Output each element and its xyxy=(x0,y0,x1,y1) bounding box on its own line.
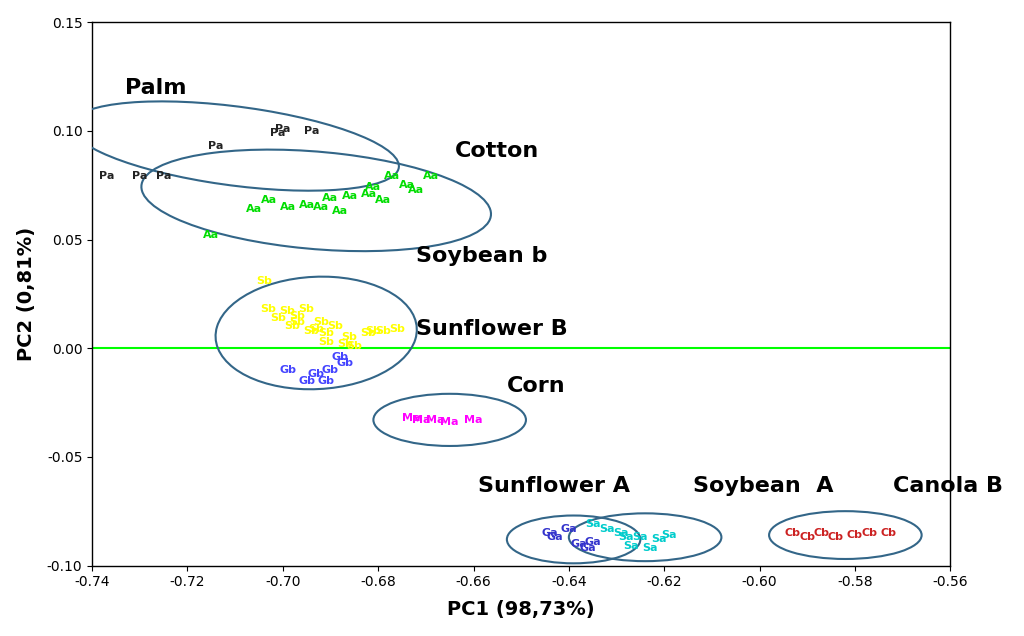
Text: Ga: Ga xyxy=(546,532,563,543)
Text: Aa: Aa xyxy=(375,195,391,205)
Text: Sb: Sb xyxy=(280,306,296,316)
Text: Aa: Aa xyxy=(203,230,219,240)
Text: Ma: Ma xyxy=(426,415,444,425)
Text: Gb: Gb xyxy=(322,365,339,375)
Text: Sa: Sa xyxy=(599,523,614,534)
Text: Ga: Ga xyxy=(585,537,601,546)
Text: Cb: Cb xyxy=(827,532,844,543)
Text: Sb: Sb xyxy=(289,317,305,327)
Text: Sb: Sb xyxy=(270,313,286,322)
Text: Palm: Palm xyxy=(126,78,187,98)
Text: Sa: Sa xyxy=(633,532,648,543)
Text: Ga: Ga xyxy=(570,539,587,549)
Text: Gb: Gb xyxy=(298,376,315,386)
Text: Aa: Aa xyxy=(384,172,400,181)
Text: Aa: Aa xyxy=(280,202,296,212)
Text: Sa: Sa xyxy=(642,543,657,553)
Text: Sb: Sb xyxy=(303,326,319,336)
Text: Ma: Ma xyxy=(412,415,430,425)
Text: Corn: Corn xyxy=(507,376,565,396)
Text: Cb: Cb xyxy=(799,532,815,543)
Text: Aa: Aa xyxy=(409,184,424,195)
Text: Pa: Pa xyxy=(209,141,224,151)
Text: Soybean b: Soybean b xyxy=(417,245,548,266)
Text: Gb: Gb xyxy=(332,352,348,362)
Text: Aa: Aa xyxy=(299,200,314,210)
Text: Sb: Sb xyxy=(342,332,357,342)
Text: Sb: Sb xyxy=(366,326,381,336)
Text: Ga: Ga xyxy=(542,528,558,538)
Text: Canola B: Canola B xyxy=(893,476,1004,496)
Text: Ma: Ma xyxy=(440,417,459,427)
Text: Ga: Ga xyxy=(560,523,578,534)
Text: Pa: Pa xyxy=(275,123,291,134)
Text: Gb: Gb xyxy=(307,370,325,379)
Text: Sa: Sa xyxy=(662,530,677,540)
Text: Gb: Gb xyxy=(280,365,296,375)
Text: Cb: Cb xyxy=(785,528,801,538)
X-axis label: PC1 (98,73%): PC1 (98,73%) xyxy=(447,600,595,619)
Text: Sb: Sb xyxy=(317,336,334,347)
Text: Aa: Aa xyxy=(341,191,357,201)
Text: Sb: Sb xyxy=(317,328,334,338)
Text: Sb: Sb xyxy=(285,321,300,331)
Text: Sa: Sa xyxy=(585,519,600,529)
Text: Sb: Sb xyxy=(360,328,377,338)
Text: Sb: Sb xyxy=(308,324,325,334)
Text: Sunflower B: Sunflower B xyxy=(417,319,568,340)
Text: Pa: Pa xyxy=(132,172,147,181)
Text: Aa: Aa xyxy=(423,172,438,181)
Text: Gb: Gb xyxy=(336,358,353,368)
Text: Sa: Sa xyxy=(623,541,639,551)
Text: Sb: Sb xyxy=(289,310,305,321)
Text: Sb: Sb xyxy=(256,276,271,286)
Text: Aa: Aa xyxy=(398,180,415,190)
Text: Aa: Aa xyxy=(366,183,382,192)
Text: Aa: Aa xyxy=(360,189,377,199)
Text: Pa: Pa xyxy=(304,126,319,136)
Text: Sunflower A: Sunflower A xyxy=(478,476,631,496)
Text: Ma: Ma xyxy=(402,413,421,423)
Text: Sb: Sb xyxy=(346,341,362,351)
Text: Cb: Cb xyxy=(847,530,863,540)
Text: Sb: Sb xyxy=(313,317,329,327)
Text: Gb: Gb xyxy=(317,376,334,386)
Text: Pa: Pa xyxy=(270,128,286,138)
Text: Aa: Aa xyxy=(332,206,348,216)
Text: Sb: Sb xyxy=(375,326,391,336)
Text: Ga: Ga xyxy=(580,543,596,553)
Text: Sb: Sb xyxy=(328,321,343,331)
Text: Sb: Sb xyxy=(299,304,314,314)
Text: Ma: Ma xyxy=(464,415,482,425)
Text: Aa: Aa xyxy=(323,193,339,204)
Y-axis label: PC2 (0,81%): PC2 (0,81%) xyxy=(16,227,36,361)
Text: Aa: Aa xyxy=(246,204,262,214)
Text: Sb: Sb xyxy=(260,304,276,314)
Text: Pa: Pa xyxy=(156,172,171,181)
Text: Aa: Aa xyxy=(260,195,276,205)
Text: Aa: Aa xyxy=(313,202,329,212)
Text: Cotton: Cotton xyxy=(455,141,539,162)
Text: Cb: Cb xyxy=(861,528,878,538)
Text: Soybean  A: Soybean A xyxy=(693,476,834,496)
Text: Sb: Sb xyxy=(337,339,352,349)
Text: Sa: Sa xyxy=(651,534,668,544)
Text: Sa: Sa xyxy=(613,528,629,538)
Text: Pa: Pa xyxy=(98,172,114,181)
Text: Sa: Sa xyxy=(618,532,634,543)
Text: Cb: Cb xyxy=(813,528,829,538)
Text: Sb: Sb xyxy=(389,324,406,334)
Text: Cb: Cb xyxy=(881,528,896,538)
